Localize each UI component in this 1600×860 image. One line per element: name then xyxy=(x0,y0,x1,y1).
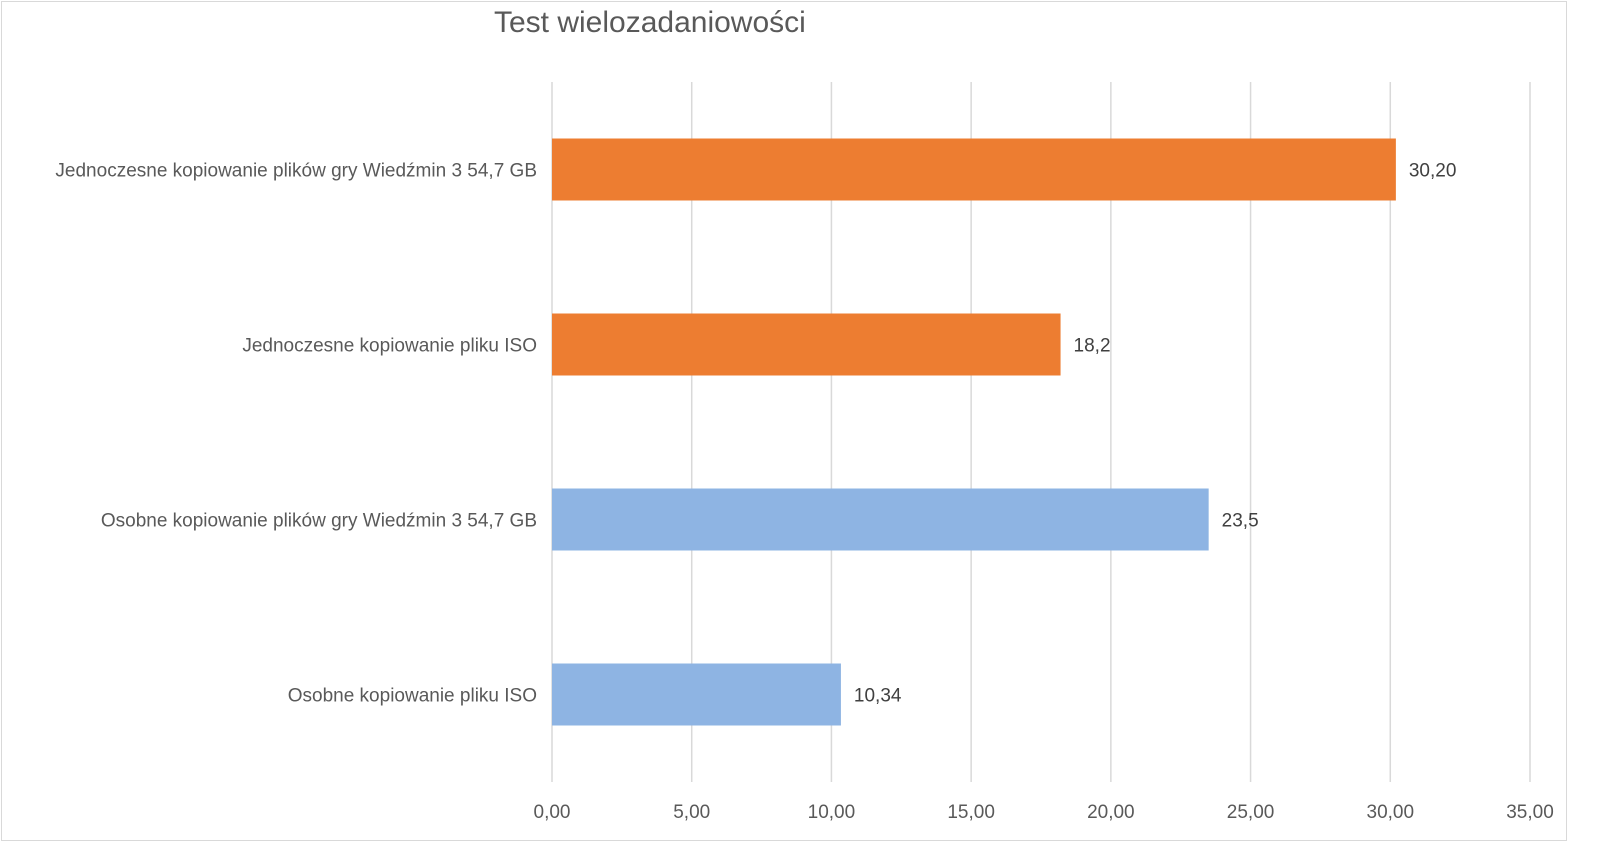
category-label: Osobne kopiowanie plików gry Wiedźmin 3 … xyxy=(101,511,537,532)
x-tick-label: 15,00 xyxy=(947,802,995,823)
category-label: Osobne kopiowanie pliku ISO xyxy=(288,686,537,707)
x-tick-label: 25,00 xyxy=(1227,802,1275,823)
bar xyxy=(552,488,1209,551)
chart-title: Test wielozadaniowości xyxy=(494,6,806,39)
data-label: 30,20 xyxy=(1409,161,1457,182)
data-label: 23,5 xyxy=(1222,511,1259,532)
x-tick-label: 20,00 xyxy=(1087,802,1135,823)
bar xyxy=(552,138,1396,201)
x-tick-label: 10,00 xyxy=(808,802,856,823)
x-tick-label: 0,00 xyxy=(534,802,571,823)
bar xyxy=(552,313,1061,376)
x-tick-label: 5,00 xyxy=(673,802,710,823)
category-label: Jednoczesne kopiowanie pliku ISO xyxy=(242,336,537,357)
data-label: 18,2 xyxy=(1074,336,1111,357)
bar xyxy=(552,663,841,726)
x-tick-label: 30,00 xyxy=(1367,802,1415,823)
category-label: Jednoczesne kopiowanie plików gry Wiedźm… xyxy=(55,161,537,182)
data-label: 10,34 xyxy=(854,686,902,707)
x-tick-label: 35,00 xyxy=(1506,802,1554,823)
